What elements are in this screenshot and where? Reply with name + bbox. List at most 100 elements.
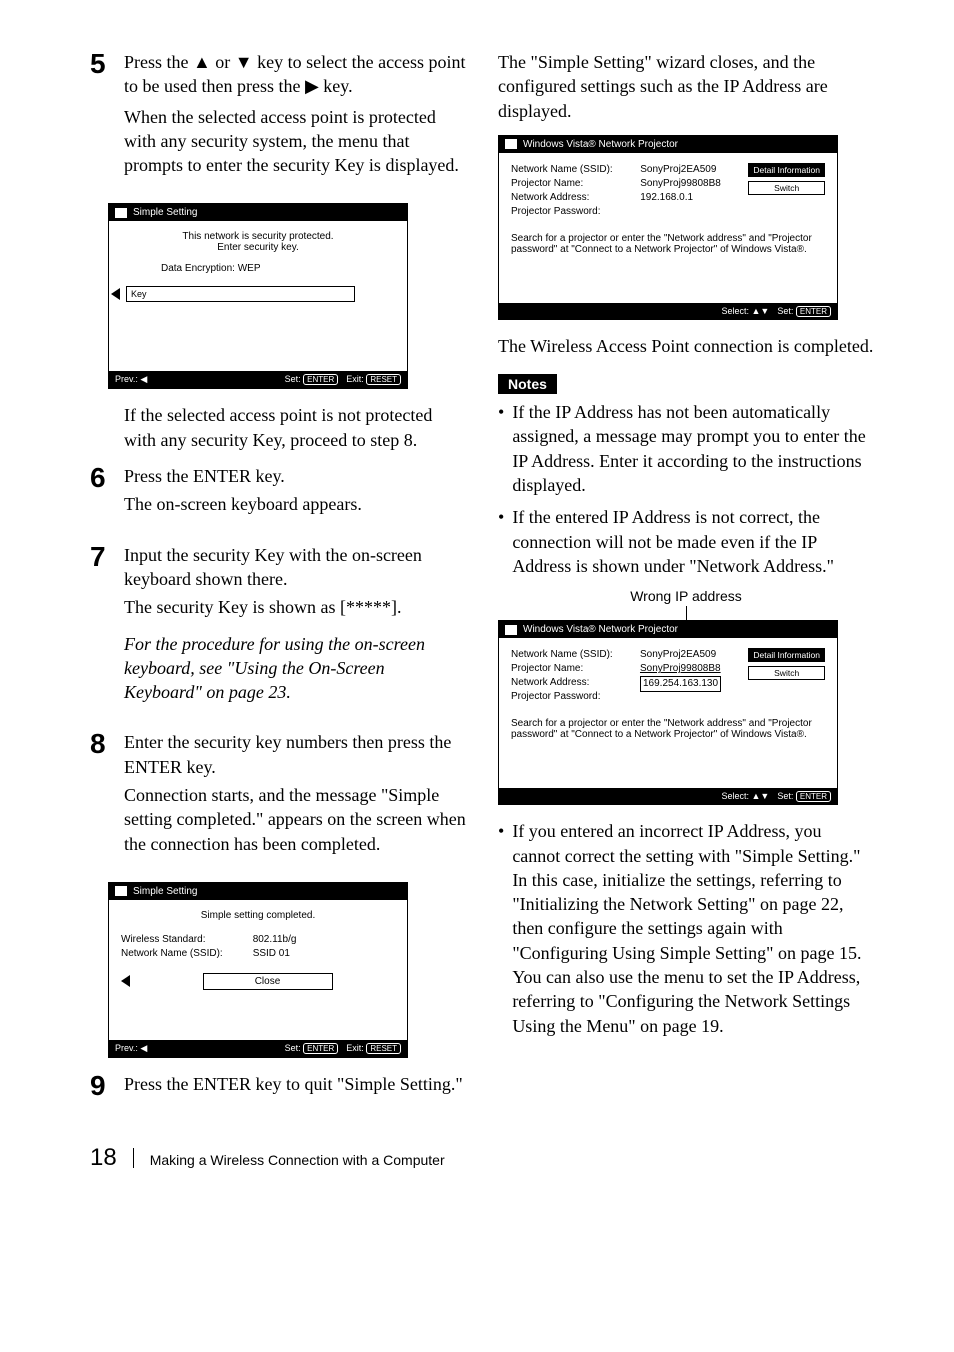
step-number: 5: [90, 50, 124, 78]
callout-line: [686, 606, 687, 620]
note-1: If the IP Address has not been automatic…: [512, 400, 874, 497]
ssid-label: Network Name (SSID):: [121, 947, 223, 961]
enter-key-icon: ENTER: [796, 791, 831, 802]
dialog-title: Simple Setting: [133, 886, 197, 897]
select-label: Select:: [721, 791, 749, 801]
ssid-value: SonyProj2EA509: [640, 163, 721, 177]
dialog-title-bar: Windows Vista® Network Projector: [499, 621, 837, 638]
key-input-box[interactable]: Key: [126, 286, 355, 302]
dialog-footer: Prev.: ◀ Set: ENTER Exit: RESET: [109, 371, 407, 388]
reset-key-icon: RESET: [366, 1043, 401, 1054]
completed-text: Simple setting completed.: [121, 910, 395, 921]
projector-name-label: Projector Name:: [511, 177, 613, 191]
exit-label: Exit:: [346, 374, 364, 384]
step-7: 7 Input the security Key with the on-scr…: [90, 543, 466, 717]
prev-label: Prev.:: [115, 1043, 138, 1053]
dialog-title-bar: Simple Setting: [109, 883, 407, 900]
ssid-label: Network Name (SSID):: [511, 648, 613, 662]
dlg1-line2: Enter security key.: [121, 242, 395, 253]
updown-key-icon: ▲▼: [752, 306, 770, 316]
detail-info-button[interactable]: Detail Information: [748, 648, 825, 662]
dialog-title-bar: Simple Setting: [109, 204, 407, 221]
step-number: 6: [90, 464, 124, 492]
step-6-text: Press the ENTER key.: [124, 464, 466, 488]
footer-separator: [133, 1148, 134, 1168]
enter-key-icon: ENTER: [796, 306, 831, 317]
note-2: If the entered IP Address is not correct…: [512, 505, 874, 578]
projector-name-value: SonyProj99808B8: [640, 177, 721, 191]
step-5-text: Press the ▲ or ▼ key to select the acces…: [124, 50, 466, 99]
step-6: 6 Press the ENTER key. The on-screen key…: [90, 464, 466, 529]
dialog-footer: Select: ▲▼ Set: ENTER: [499, 788, 837, 804]
after-dlg1-text: If the selected access point is not prot…: [124, 403, 466, 452]
set-label: Set:: [285, 1043, 301, 1053]
dlg1-line3: Data Encryption: WEP: [121, 263, 395, 274]
dialog-title: Simple Setting: [133, 207, 197, 218]
enter-key-icon: ENTER: [303, 1043, 338, 1054]
network-address-label: Network Address:: [511, 676, 613, 690]
dialog-security-key: Simple Setting This network is security …: [108, 203, 408, 389]
dlg3-body-text: Search for a projector or enter the "Net…: [511, 233, 825, 255]
step-9-text: Press the ENTER key to quit "Simple Sett…: [124, 1072, 466, 1096]
right-intro: The "Simple Setting" wizard closes, and …: [498, 50, 874, 123]
left-arrow-icon: [111, 288, 120, 300]
updown-key-icon: ▲▼: [752, 791, 770, 801]
dialog-title: Windows Vista® Network Projector: [523, 139, 678, 150]
step-8: 8 Enter the security key numbers then pr…: [90, 730, 466, 867]
step-9: 9 Press the ENTER key to quit "Simple Se…: [90, 1072, 466, 1100]
dialog-footer: Prev.: ◀ Set: ENTER Exit: RESET: [109, 1040, 407, 1057]
left-arrow-icon: [121, 975, 130, 987]
step-8-text: Enter the security key numbers then pres…: [124, 730, 466, 779]
dlg1-line1: This network is security protected.: [121, 231, 395, 242]
left-key-icon: ◀: [140, 1043, 147, 1053]
network-address-label: Network Address:: [511, 191, 613, 205]
reset-key-icon: RESET: [366, 374, 401, 385]
projector-icon: [505, 625, 517, 635]
wrong-ip-label: Wrong IP address: [498, 588, 874, 604]
projector-icon: [505, 139, 517, 149]
ssid-value: SSID 01: [253, 947, 297, 961]
dlg4-body-text: Search for a projector or enter the "Net…: [511, 718, 825, 740]
dialog-network-projector: Windows Vista® Network Projector Network…: [498, 135, 838, 320]
network-address-value-boxed: 169.254.163.130: [640, 676, 721, 692]
after-dlg3-text: The Wireless Access Point connection is …: [498, 334, 874, 358]
select-label: Select:: [721, 306, 749, 316]
dialog-title: Windows Vista® Network Projector: [523, 624, 678, 635]
note-3: If you entered an incorrect IP Address, …: [512, 819, 874, 1038]
enter-key-icon: ENTER: [303, 374, 338, 385]
projector-icon: [115, 208, 127, 218]
projector-name-label: Projector Name:: [511, 662, 613, 676]
page-footer: 18 Making a Wireless Connection with a C…: [90, 1144, 874, 1172]
set-label: Set:: [777, 306, 793, 316]
step-7-sub: The security Key is shown as [*****].: [124, 595, 466, 619]
ssid-label: Network Name (SSID):: [511, 163, 613, 177]
wireless-std-value: 802.11b/g: [253, 933, 297, 947]
dialog-footer: Select: ▲▼ Set: ENTER: [499, 303, 837, 319]
step-7-text: Input the security Key with the on-scree…: [124, 543, 466, 592]
step-7-italic: For the procedure for using the on-scree…: [124, 632, 466, 705]
exit-label: Exit:: [346, 1043, 364, 1053]
close-button[interactable]: Close: [203, 973, 333, 990]
set-label: Set:: [285, 374, 301, 384]
switch-button[interactable]: Switch: [748, 666, 825, 680]
ssid-value: SonyProj2EA509: [640, 648, 721, 662]
detail-info-button[interactable]: Detail Information: [748, 163, 825, 177]
dialog-wrong-ip: Windows Vista® Network Projector Network…: [498, 620, 838, 805]
projector-password-label: Projector Password:: [511, 205, 613, 219]
projector-icon: [115, 886, 127, 896]
set-label: Set:: [777, 791, 793, 801]
step-number: 7: [90, 543, 124, 571]
wireless-std-label: Wireless Standard:: [121, 933, 223, 947]
prev-label: Prev.:: [115, 374, 138, 384]
step-8-sub: Connection starts, and the message "Simp…: [124, 783, 466, 856]
network-address-value: 192.168.0.1: [640, 191, 721, 205]
footer-title: Making a Wireless Connection with a Comp…: [150, 1152, 445, 1168]
dialog-completed: Simple Setting Simple setting completed.…: [108, 882, 408, 1058]
projector-name-value: SonyProj99808B8: [640, 662, 721, 676]
notes-heading: Notes: [498, 374, 557, 394]
step-number: 8: [90, 730, 124, 758]
switch-button[interactable]: Switch: [748, 181, 825, 195]
step-5-sub: When the selected access point is protec…: [124, 105, 466, 178]
step-number: 9: [90, 1072, 124, 1100]
projector-password-label: Projector Password:: [511, 690, 613, 704]
